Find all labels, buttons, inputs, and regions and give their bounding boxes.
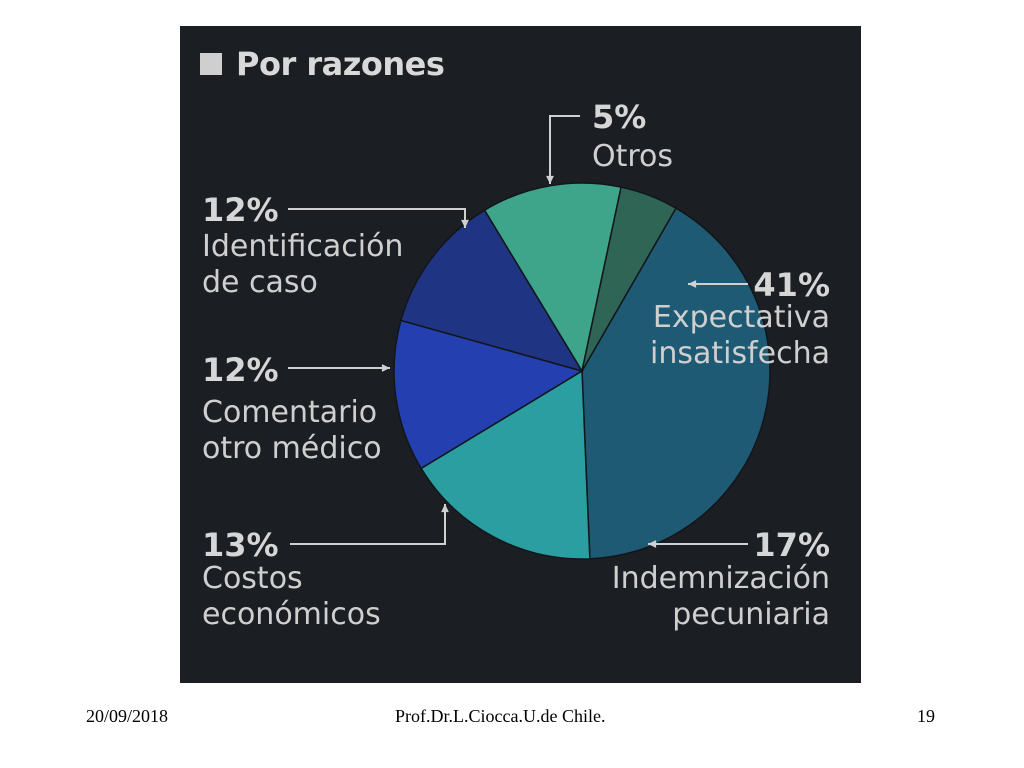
slice-category-label: pecuniaria	[672, 597, 830, 632]
chart-title: Por razones	[236, 45, 445, 83]
arrow-head-icon	[546, 175, 554, 184]
pie-slice	[581, 186, 678, 372]
pie-slice	[400, 209, 584, 373]
slice-category-label: Otros	[592, 139, 673, 174]
leader-line	[290, 504, 446, 545]
slice-percent-label: 41%	[753, 266, 830, 304]
slice-category-label: insatisfecha	[650, 336, 830, 371]
slice-percent-label: 5%	[592, 98, 646, 136]
pie-slice	[483, 182, 622, 374]
footer-date: 20/09/2018	[86, 706, 169, 726]
arrow-head-icon	[648, 540, 657, 548]
pie-slice	[420, 369, 591, 560]
leader-line	[549, 115, 580, 184]
arrow-head-icon	[461, 219, 469, 228]
pie-slices	[393, 182, 771, 560]
leader-line	[288, 208, 466, 228]
arrow-head-icon	[381, 364, 390, 372]
pie-slice	[393, 319, 584, 470]
slice-percent-label: 12%	[202, 351, 279, 389]
footer-author: Prof.Dr.L.Ciocca.U.de Chile.	[395, 706, 606, 726]
slice-category-label: otro médico	[202, 431, 382, 466]
chart-title-row: Por razones	[200, 44, 445, 84]
slice-percent-label: 12%	[202, 191, 279, 229]
slice-category-label: Identificación	[202, 229, 403, 264]
chart-panel: Por razones 41% Expectativa insatisfecha 17…	[180, 26, 861, 683]
slice-category-label: Expectativa	[653, 300, 830, 335]
title-square-icon	[200, 53, 222, 75]
slice-category-label: de caso	[202, 265, 318, 300]
arrow-head-icon	[688, 280, 697, 288]
arrow-head-icon	[441, 504, 449, 513]
slice-category-label: Comentario	[202, 395, 377, 430]
slice-category-label: Indemnización	[612, 561, 830, 596]
slice-category-label: económicos	[202, 597, 381, 632]
slice-percent-label: 13%	[202, 526, 279, 564]
footer-page-number: 19	[917, 706, 935, 726]
slice-percent-label: 17%	[753, 526, 830, 564]
slice-category-label: Costos	[202, 561, 303, 596]
leader-lines	[288, 115, 748, 548]
